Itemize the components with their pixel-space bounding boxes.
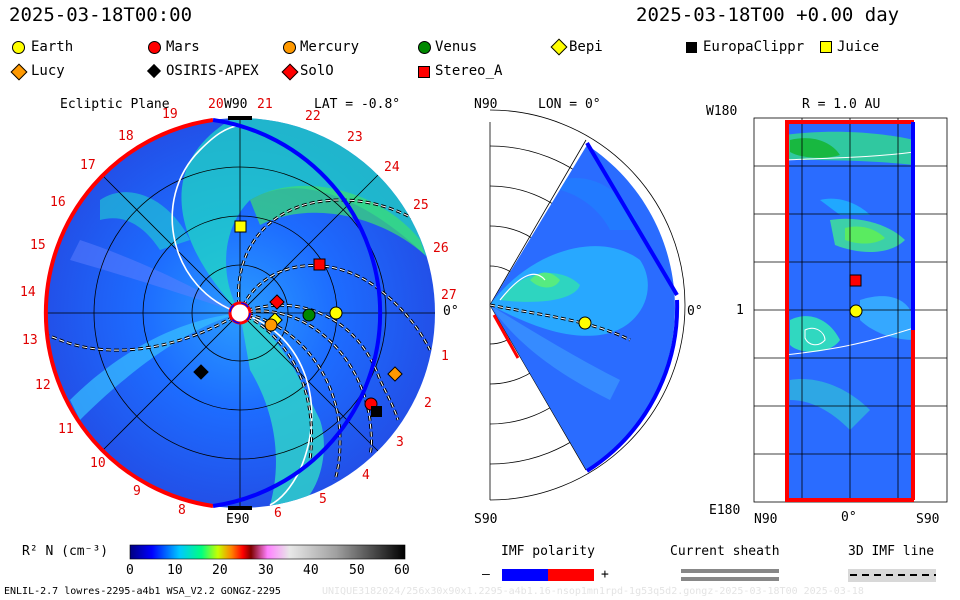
- radial-tick-n90: N90: [754, 512, 778, 527]
- stereo-a-marker-icon: [418, 66, 430, 78]
- lucy-icon: [387, 366, 403, 382]
- europaclippr-marker-icon: [686, 42, 697, 53]
- legend-mercury: Mercury: [300, 39, 360, 55]
- imf-minus: –: [482, 567, 490, 582]
- imf-polarity-title: IMF polarity: [501, 544, 595, 559]
- juice-marker-icon: [820, 41, 832, 53]
- carrington-11: 11: [58, 422, 74, 437]
- solo-icon: [269, 294, 285, 310]
- imf-polarity-bar: [502, 569, 594, 581]
- carrington-10: 10: [90, 456, 106, 471]
- carrington-1: 1: [441, 349, 449, 364]
- carrington-19: 19: [162, 107, 178, 122]
- ecliptic-bottom-label: E90: [226, 512, 250, 527]
- osiris-apex-icon: [193, 364, 209, 380]
- ecliptic-title: Ecliptic Plane: [60, 97, 170, 112]
- legend-osiris-apex: OSIRIS-APEX: [166, 63, 259, 79]
- colorbar-tick-50: 50: [349, 563, 365, 578]
- imf-line-sample: [848, 569, 936, 582]
- mars-marker-icon: [148, 41, 161, 54]
- stereo-a-radial-icon: [849, 274, 862, 287]
- radial-bottom-left: E180: [709, 503, 741, 518]
- stereo-a-icon: [313, 258, 326, 271]
- carrington-13: 13: [22, 333, 38, 348]
- ecliptic-right-label: 0°: [443, 304, 459, 319]
- carrington-3: 3: [396, 435, 404, 450]
- carrington-8: 8: [178, 503, 186, 518]
- juice-icon: [234, 220, 247, 233]
- colorbar-tick-30: 30: [258, 563, 274, 578]
- current-sheath-title: Current sheath: [670, 544, 780, 559]
- colorbar-tick-0: 0: [126, 563, 134, 578]
- venus-icon: [302, 308, 316, 322]
- ecliptic-top-label: W90: [224, 97, 248, 112]
- carrington-14: 14: [20, 285, 36, 300]
- legend-stereo-a: Stereo_A: [435, 63, 503, 79]
- colorbar-tick-60: 60: [394, 563, 410, 578]
- footer-run-id: UNIQUE3182024/256x30x90x1.2295-a4b1.16-n…: [322, 586, 864, 597]
- carrington-15: 15: [30, 238, 46, 253]
- legend-europaclippr: EuropaClippr: [703, 39, 805, 55]
- legend-mars: Mars: [166, 39, 200, 55]
- venus-marker-icon: [418, 41, 431, 54]
- legend-juice: Juice: [837, 39, 880, 55]
- mercury-marker-icon: [283, 41, 296, 54]
- radial-plot: [753, 117, 948, 503]
- radial-top-left: W180: [706, 104, 738, 119]
- europaclippr-icon: [371, 406, 382, 417]
- meridional-bottom-label: S90: [474, 512, 498, 527]
- carrington-5: 5: [319, 492, 327, 507]
- radial-r: R = 1.0 AU: [802, 97, 881, 112]
- colorbar-tick-40: 40: [303, 563, 319, 578]
- carrington-17: 17: [80, 158, 96, 173]
- legend-bepi: Bepi: [569, 39, 603, 55]
- carrington-27: 27: [441, 288, 457, 303]
- legend-venus: Venus: [435, 39, 478, 55]
- earth-marker-icon: [12, 41, 25, 54]
- meridional-top-label: N90: [474, 97, 498, 112]
- carrington-21: 21: [257, 97, 273, 112]
- earth-icon: [329, 306, 343, 320]
- meridional-lon: LON = 0°: [538, 97, 601, 112]
- colorbar-label: R² N (cm⁻³): [22, 544, 109, 559]
- carrington-12: 12: [35, 378, 51, 393]
- carrington-2: 2: [424, 396, 432, 411]
- carrington-22: 22: [305, 109, 321, 124]
- colorbar-tick-10: 10: [167, 563, 183, 578]
- legend-earth: Earth: [31, 39, 74, 55]
- current-sheath-sample: [681, 569, 779, 581]
- carrington-20: 20: [208, 97, 224, 112]
- carrington-6: 6: [274, 506, 282, 521]
- legend-lucy: Lucy: [31, 63, 65, 79]
- carrington-18: 18: [118, 129, 134, 144]
- imf-line-title: 3D IMF line: [848, 544, 935, 559]
- carrington-9: 9: [133, 484, 141, 499]
- colorbar: [129, 544, 406, 560]
- carrington-16: 16: [50, 195, 66, 210]
- earth-radial-icon: [849, 304, 863, 318]
- ecliptic-plot: [43, 116, 435, 510]
- meridional-right-label: 0°: [687, 304, 703, 319]
- colorbar-tick-20: 20: [212, 563, 228, 578]
- radial-mid-left: 1: [736, 303, 744, 318]
- carrington-25: 25: [413, 198, 429, 213]
- legend-solo: SolO: [300, 63, 334, 79]
- carrington-4: 4: [362, 468, 370, 483]
- imf-plus: +: [601, 567, 609, 582]
- carrington-26: 26: [433, 241, 449, 256]
- ecliptic-lat: LAT = -0.8°: [314, 97, 401, 112]
- carrington-24: 24: [384, 160, 400, 175]
- earth-meridional-icon: [578, 316, 592, 330]
- date-left: 2025-03-18T00:00: [9, 4, 193, 26]
- date-right: 2025-03-18T00 +0.00 day: [636, 4, 900, 26]
- carrington-23: 23: [347, 130, 363, 145]
- footer-model-info: ENLIL-2.7 lowres-2295-a4b1 WSA_V2.2 GONG…: [4, 586, 281, 597]
- mercury-icon: [264, 318, 278, 332]
- ecliptic-bodies: [193, 220, 403, 417]
- radial-tick-s90: S90: [916, 512, 940, 527]
- radial-tick-0: 0°: [841, 510, 857, 525]
- meridional-plot: [489, 109, 686, 501]
